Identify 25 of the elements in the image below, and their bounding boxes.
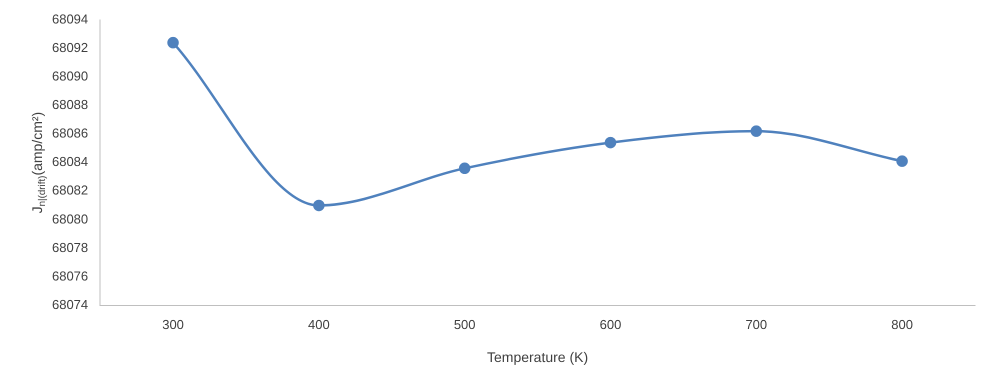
x-tick-label: 400 <box>308 316 330 332</box>
x-tick-label: 300 <box>162 316 184 332</box>
x-tick-label: 600 <box>600 316 622 332</box>
y-tick-label: 68094 <box>52 11 88 26</box>
y-tick-label: 68090 <box>52 68 88 84</box>
x-axis-title: Temperature (K) <box>487 348 588 365</box>
y-tick-label: 68086 <box>52 126 88 141</box>
y-tick-label: 68084 <box>52 154 88 170</box>
x-tick-label: 800 <box>891 316 913 332</box>
point <box>896 155 908 167</box>
y-tick-label: 68078 <box>52 240 88 255</box>
point <box>458 162 470 174</box>
x-tick-label: 700 <box>745 316 768 332</box>
point <box>167 36 179 48</box>
y-tick-label: 68082 <box>52 182 88 198</box>
y-tick-label: 68088 <box>52 97 88 112</box>
y-tick-label: 68092 <box>52 40 88 55</box>
point <box>750 125 762 137</box>
point <box>313 200 325 212</box>
y-tick-label: 68080 <box>52 211 88 226</box>
y-tick-label: 68076 <box>52 268 88 284</box>
x-tick-label: 500 <box>454 316 476 332</box>
point <box>604 136 616 148</box>
y-axis-title: Jn|(drift)(amp/cm²) <box>28 112 48 214</box>
y-tick-label: 68074 <box>52 296 88 312</box>
